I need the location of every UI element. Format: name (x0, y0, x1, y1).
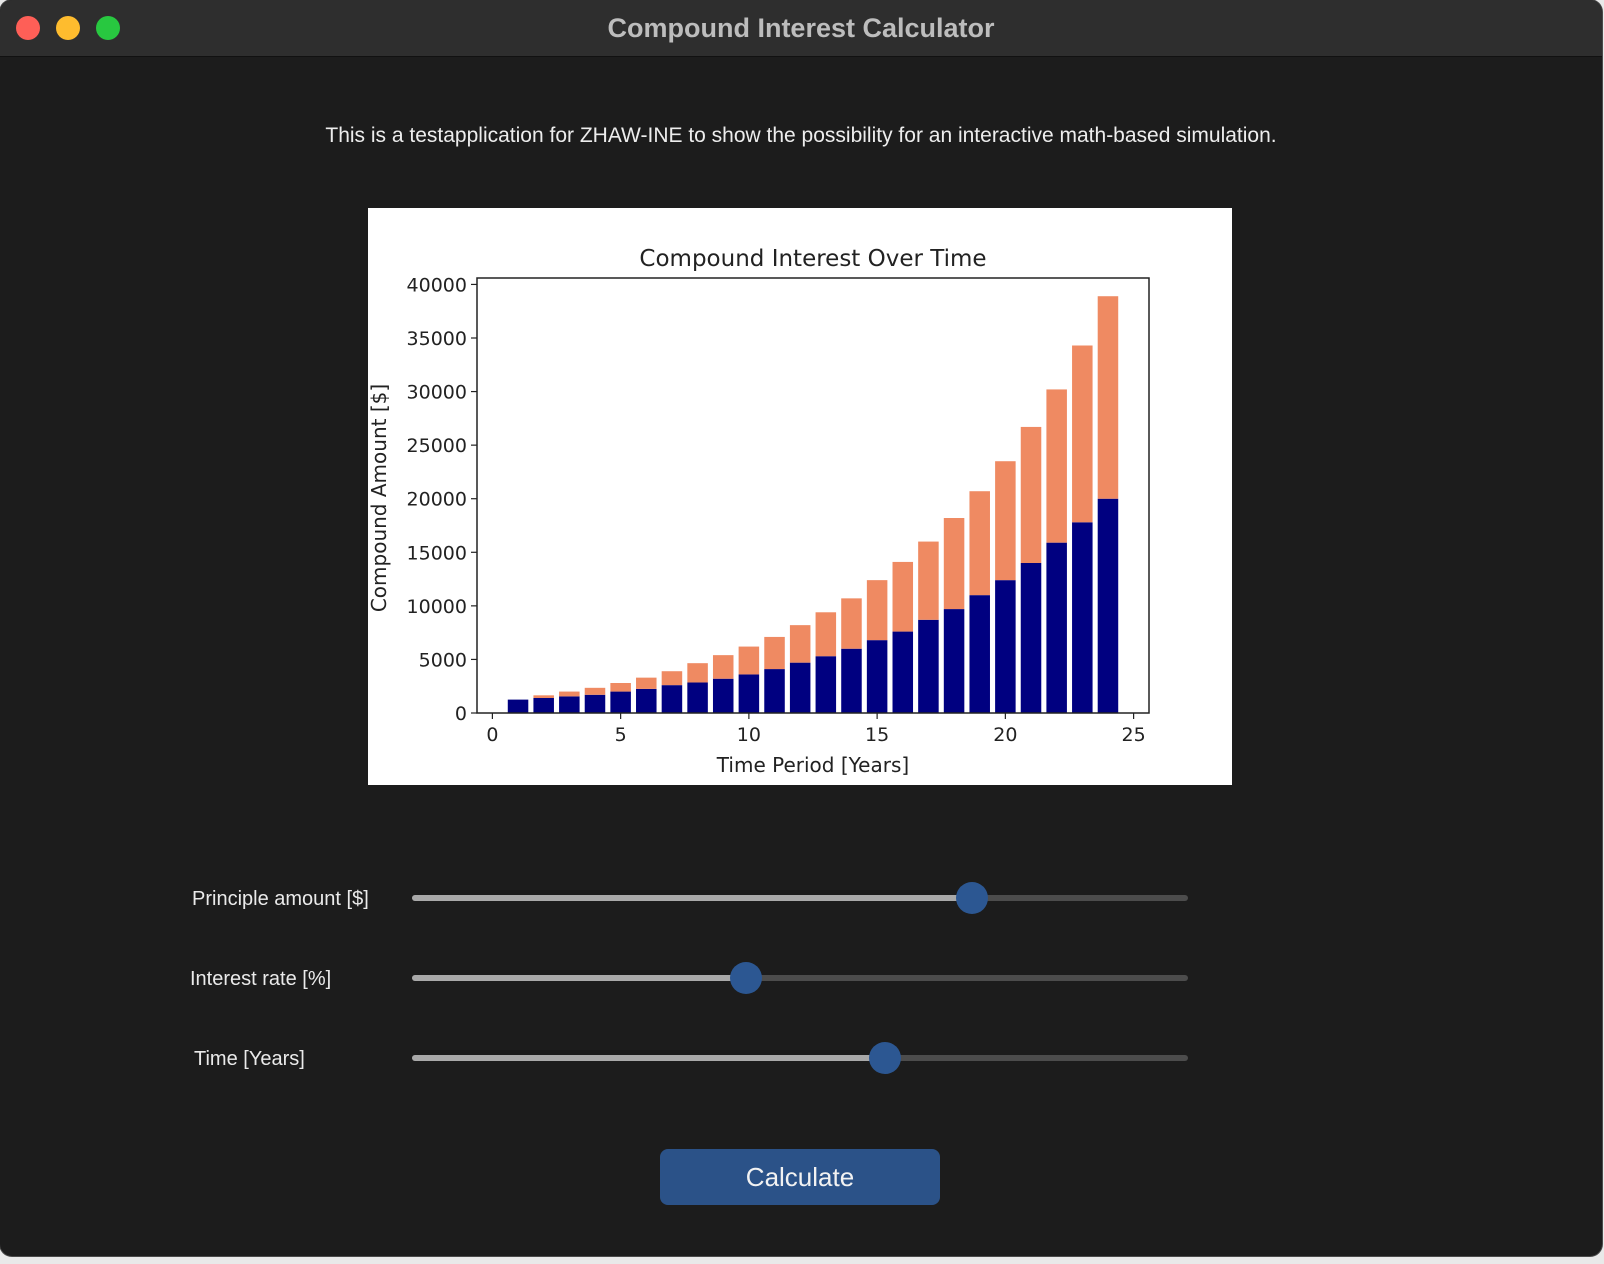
y-tick-label: 10000 (407, 596, 467, 618)
bar-series2-year-14 (841, 598, 862, 649)
bar-series1-year-10 (738, 674, 760, 713)
y-tick-label: 30000 (407, 382, 467, 404)
x-axis-label: Time Period [Years] (716, 753, 909, 777)
bar-series1-year-8 (687, 682, 708, 713)
bar-series2-year-11 (764, 636, 785, 670)
bar-series1-year-9 (712, 678, 734, 713)
bar-series2-year-20 (995, 461, 1016, 581)
bar-series2-year-22 (1046, 389, 1067, 543)
x-tick-label: 15 (865, 724, 889, 746)
slider-handle[interactable] (956, 882, 989, 914)
window-title: Compound Interest Calculator (607, 13, 995, 43)
y-tick-label: 5000 (419, 649, 467, 671)
bar-series1-year-4 (584, 694, 606, 713)
bar-series1-year-16 (892, 631, 914, 713)
x-tick-label: 25 (1122, 724, 1146, 746)
interest-rate-label: Interest rate [%] (190, 968, 332, 990)
bar-series1-year-15 (866, 640, 888, 713)
bar-series1-year-18 (943, 609, 965, 713)
bar-series1-year-5 (610, 691, 631, 713)
maximize-window-button[interactable] (96, 16, 120, 40)
bar-series1-year-7 (661, 685, 683, 713)
x-tick-label: 0 (486, 724, 498, 746)
bar-series2-year-23 (1072, 345, 1093, 523)
plot-frame (476, 277, 1150, 714)
y-tick-label: 40000 (407, 274, 467, 296)
bar-series2-year-10 (738, 646, 760, 675)
bar-series2-year-8 (687, 663, 708, 683)
slider-fill (412, 895, 973, 901)
bar-series1-year-23 (1072, 522, 1093, 713)
bar-series2-year-21 (1020, 426, 1042, 563)
close-window-button[interactable] (16, 16, 40, 40)
principle-amount-label: Principle amount [$] (192, 888, 369, 910)
minimize-window-button[interactable] (56, 16, 80, 40)
bar-series2-year-2 (533, 695, 554, 698)
bar-series2-year-24 (1097, 296, 1119, 499)
y-tick-label: 0 (455, 703, 467, 725)
slider-track (412, 975, 1188, 981)
bar-series2-year-13 (815, 612, 837, 657)
bar-series1-year-20 (995, 580, 1016, 713)
time-years-slider[interactable] (412, 1038, 1188, 1078)
bar-series1-year-6 (636, 688, 657, 713)
y-tick-label: 20000 (407, 489, 467, 511)
bar-series1-year-19 (969, 595, 990, 713)
bar-series2-year-5 (610, 683, 631, 692)
bar-series1-year-22 (1046, 542, 1067, 713)
x-tick-label: 20 (993, 724, 1017, 746)
description-text: This is a testapplication for ZHAW-INE t… (325, 124, 1277, 147)
bar-series1-year-2 (533, 698, 554, 713)
slider-handle[interactable] (729, 962, 762, 994)
bar-series2-year-4 (584, 687, 606, 695)
title-bar: Compound Interest Calculator (0, 0, 1602, 57)
bar-series1-year-1 (507, 699, 529, 713)
chart-title: Compound Interest Over Time (639, 246, 986, 272)
bar-series2-year-16 (892, 561, 914, 632)
compound-interest-chart: Compound Interest Over Time Time Period … (368, 246, 1150, 777)
bar-series1-year-11 (764, 669, 785, 713)
bar-series1-year-13 (815, 656, 837, 713)
y-tick-label: 15000 (407, 542, 467, 564)
chart-panel: Compound Interest Over Time Time Period … (368, 208, 1232, 785)
bar-series1-year-12 (789, 662, 811, 713)
time-years-label: Time [Years] (194, 1048, 305, 1070)
bar-series2-year-7 (661, 671, 683, 686)
bar-series2-year-17 (918, 541, 939, 620)
bar-series1-year-17 (918, 619, 939, 713)
bar-series2-year-3 (559, 691, 580, 697)
bar-series2-year-12 (789, 625, 811, 663)
bar-series1-year-14 (841, 648, 862, 713)
y-tick-label: 35000 (407, 328, 467, 350)
y-tick-label: 25000 (407, 435, 467, 457)
calculate-button[interactable]: Calculate (660, 1149, 940, 1205)
bar-series2-year-15 (866, 580, 888, 641)
bar-series2-year-19 (969, 491, 990, 596)
bar-series1-year-3 (559, 696, 580, 713)
x-tick-label: 10 (737, 724, 761, 746)
bar-series2-year-6 (636, 677, 657, 689)
slider-handle[interactable] (869, 1042, 902, 1074)
slider-fill (412, 1055, 886, 1061)
y-axis-label: Compound Amount [$] (368, 384, 391, 612)
interest-rate-slider[interactable] (412, 958, 1188, 998)
bar-series2-year-9 (712, 655, 734, 679)
bar-series2-year-18 (943, 518, 965, 610)
x-tick-label: 5 (615, 724, 627, 746)
slider-fill (412, 975, 746, 981)
principle-amount-slider[interactable] (412, 878, 1188, 918)
bar-series1-year-24 (1097, 498, 1119, 713)
bar-series1-year-21 (1020, 563, 1042, 713)
